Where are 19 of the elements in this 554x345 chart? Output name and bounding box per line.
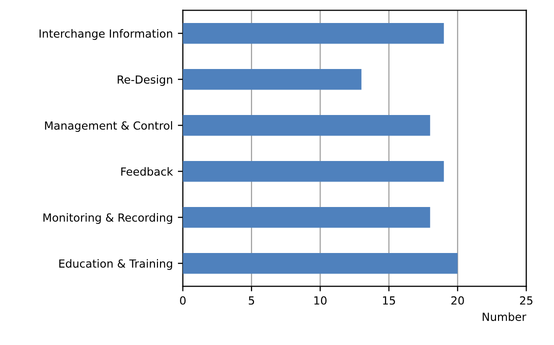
bar bbox=[182, 161, 444, 182]
bar bbox=[182, 253, 458, 274]
x-tick-label: 10 bbox=[314, 296, 327, 305]
x-tick-label: 0 bbox=[180, 296, 186, 305]
bar bbox=[182, 23, 444, 44]
x-tick-label: 15 bbox=[383, 296, 396, 305]
x-tick-label: 25 bbox=[520, 296, 532, 305]
x-axis-title: Number bbox=[482, 312, 526, 321]
y-tick-label: Monitoring & Recording bbox=[43, 213, 172, 224]
y-tick-label: Education & Training bbox=[59, 259, 172, 270]
y-tick-label: Feedback bbox=[121, 167, 174, 176]
y-tick-label: Management & Control bbox=[45, 121, 172, 132]
bar bbox=[182, 115, 430, 136]
bar bbox=[182, 69, 362, 90]
bar bbox=[182, 207, 430, 228]
y-tick-label: Interchange Information bbox=[40, 29, 172, 40]
y-tick-label: Re-Design bbox=[118, 75, 172, 86]
x-tick-label: 20 bbox=[451, 296, 464, 305]
x-tick-label: 5 bbox=[248, 296, 254, 305]
